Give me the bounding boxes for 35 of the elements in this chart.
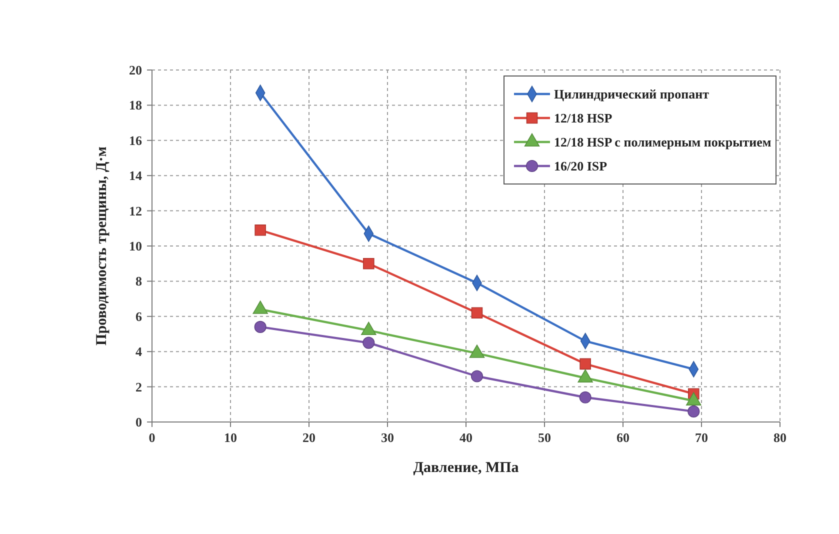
y-tick-label: 8 bbox=[136, 274, 142, 289]
y-tick-label: 4 bbox=[136, 344, 142, 360]
x-tick-label: 80 bbox=[774, 430, 786, 445]
x-axis-title: Давление, МПа bbox=[413, 460, 520, 476]
point bbox=[254, 224, 266, 236]
y-tick-label: 18 bbox=[129, 98, 142, 113]
point bbox=[471, 307, 483, 319]
point bbox=[580, 358, 591, 370]
legend-label: 12/18 HSP bbox=[554, 110, 612, 126]
y-tick-label: 0 bbox=[136, 414, 142, 430]
x-tick-label: 0 bbox=[148, 430, 156, 445]
y-tick-label: 20 bbox=[129, 62, 142, 78]
x-tick-label: 70 bbox=[695, 430, 708, 445]
x-tick-label: 60 bbox=[616, 430, 630, 445]
x-tick-label: 30 bbox=[381, 430, 394, 445]
point bbox=[579, 391, 592, 404]
y-axis-title: Проводимость трещины, Д·м bbox=[94, 146, 110, 346]
y-tick-label: 10 bbox=[129, 238, 142, 254]
x-tick-label: 10 bbox=[224, 430, 237, 445]
y-tick-label: 2 bbox=[136, 379, 142, 394]
x-tick-label: 40 bbox=[460, 430, 472, 445]
point bbox=[362, 336, 375, 349]
point bbox=[688, 405, 700, 418]
x-tick-label: 50 bbox=[538, 430, 551, 445]
x-tick-label: 20 bbox=[302, 430, 316, 445]
y-tick-label: 14 bbox=[129, 168, 142, 184]
legend-label: 16/20 ISP bbox=[554, 158, 608, 174]
legend-label: Цилиндрический пропант bbox=[554, 86, 710, 102]
y-tick-label: 16 bbox=[129, 132, 142, 148]
legend-label: 12/18 HSP с полимерным покрытием bbox=[554, 134, 772, 150]
point bbox=[363, 258, 374, 270]
point bbox=[470, 370, 484, 382]
y-tick-label: 12 bbox=[129, 203, 142, 218]
point bbox=[254, 320, 266, 333]
y-tick-label: 6 bbox=[136, 308, 142, 324]
